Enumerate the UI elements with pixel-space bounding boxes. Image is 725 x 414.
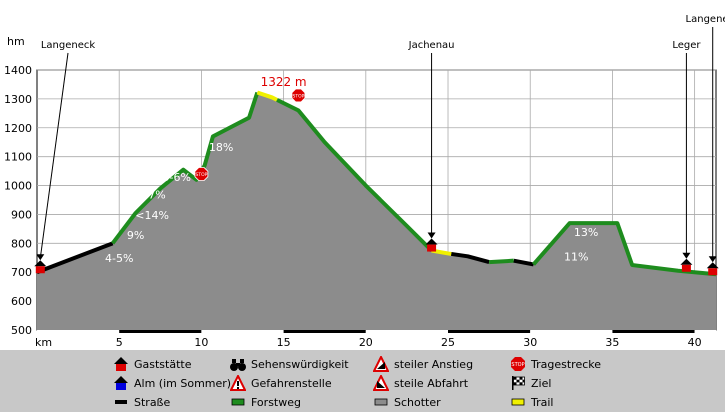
y-tick-label: 1300	[4, 93, 32, 106]
gradient-label: 18%	[209, 141, 233, 154]
stop-sign-shape	[194, 167, 209, 181]
legend-item-trail: Trail	[510, 394, 553, 410]
km-scale-bar	[283, 330, 366, 333]
y-tick-label: 1100	[4, 151, 32, 164]
house-blue-icon	[113, 375, 129, 391]
forstweg-swatch	[230, 394, 246, 410]
waypoint-label: Leger	[672, 40, 701, 51]
y-tick-label: 900	[11, 208, 32, 221]
binoculars-icon	[230, 356, 246, 372]
stop-sign-text: STOP	[195, 172, 207, 178]
x-tick-label: 20	[359, 336, 373, 349]
house-red-icon	[113, 356, 129, 372]
house-red-icon	[35, 266, 45, 274]
legend-item-steile-abfahrt: steile Abfahrt	[372, 373, 468, 391]
legend-item-ziel: Ziel	[510, 375, 551, 391]
km-scale-bar	[201, 330, 284, 333]
stop-sign-text: STOP	[292, 93, 304, 99]
track-segment-forstweg	[489, 258, 514, 265]
track-segment-forstweg	[111, 91, 260, 245]
y-tick-label: 1200	[4, 122, 32, 135]
track-segment-trail	[256, 90, 278, 102]
y-tick-label: 500	[11, 324, 32, 337]
danger-icon	[229, 373, 247, 391]
legend-item-schotter: Schotter	[373, 394, 441, 410]
km-scale-bar	[694, 330, 716, 333]
y-tick-label: 1000	[4, 180, 32, 193]
km-scale-bar	[37, 330, 120, 333]
km-scale-bar	[448, 330, 531, 333]
km-scale-bar	[530, 330, 613, 333]
legend-item-tragestrecke: STOP Tragestrecke	[510, 356, 602, 372]
house-red-icon	[708, 268, 718, 276]
house-roof-icon	[425, 238, 438, 245]
track-segment-strasse	[36, 241, 114, 275]
waypoint-arrow	[39, 52, 69, 259]
arrow-head-icon	[708, 256, 717, 263]
y-tick-label: 1400	[4, 64, 32, 77]
steep-descent-icon	[372, 373, 390, 391]
elevation-chart: 500 600 700 800 900 1000 1100 1200 1300 1400 5 10 15…	[4, 14, 725, 349]
gradient-label: 9%	[127, 229, 144, 242]
x-tick-label: 30	[523, 336, 537, 349]
peak-label: 1322 m	[261, 75, 307, 89]
y-tick-label: 800	[11, 237, 32, 250]
svg-text:STOP: STOP	[511, 362, 524, 368]
arrow-head-icon	[427, 232, 436, 239]
gradient-label: 11%	[564, 251, 588, 264]
x-tick-label: 10	[194, 336, 208, 349]
legend-item-gefahrenstelle: Gefahrenstelle	[229, 373, 332, 391]
legend-item-sehenswuerdigkeit: Sehenswürdigkeit	[230, 356, 349, 372]
steep-climb-icon	[372, 354, 390, 372]
track-segment-strasse	[513, 258, 534, 267]
track-segment-forstweg	[276, 98, 433, 252]
waypoint-label: Jachenau	[408, 40, 455, 51]
legend-item-alm: Alm (im Sommer)	[113, 375, 231, 391]
arrow-head-icon	[36, 254, 45, 261]
legend-item-strasse: Straße	[113, 394, 170, 410]
house-roof-icon	[706, 262, 719, 269]
stop-sign-icon: STOP	[291, 88, 306, 103]
legend-item-steiler-anstieg: steiler Anstieg	[372, 354, 473, 372]
trail-swatch	[510, 394, 526, 410]
gradient-label: <14%	[135, 209, 169, 222]
legend: Gaststätte Sehenswürdigkeit steiler Anst…	[0, 350, 725, 412]
legend-item-gaststaette: Gaststätte	[113, 356, 192, 372]
track-segment-strasse	[451, 251, 490, 265]
x-axis-label: km	[35, 336, 52, 349]
x-tick-label: 40	[688, 336, 702, 349]
house-red-icon	[681, 264, 691, 272]
house-roof-icon	[34, 260, 47, 267]
stop-sign-icon: STOP	[510, 356, 526, 372]
km-scale-bar	[119, 330, 202, 333]
stop-sign-icon: STOP	[194, 167, 209, 181]
x-tick-label: 35	[605, 336, 619, 349]
terrain-area	[37, 92, 716, 331]
house-roof-icon	[680, 258, 693, 265]
gradient-label: 5-6%	[163, 171, 191, 184]
x-tick-label: 25	[441, 336, 455, 349]
gradient-label: 4-5%	[105, 252, 133, 265]
stop-sign-shape	[291, 88, 306, 103]
track-segment-trail	[431, 248, 452, 256]
x-tick-label: 15	[277, 336, 291, 349]
schotter-swatch	[373, 394, 389, 410]
waypoint-label: Langeneck	[686, 14, 725, 25]
x-tick-label: 5	[116, 336, 123, 349]
waypoint-label: Langeneck	[41, 40, 96, 51]
y-tick-label: 600	[11, 295, 32, 308]
legend-item-forstweg: Forstweg	[230, 394, 301, 410]
km-scale-bar	[612, 330, 695, 333]
checkered-flag-icon	[510, 375, 526, 391]
km-scale-bar	[365, 330, 449, 333]
gradient-label: 13%	[574, 226, 598, 239]
arrow-head-icon	[682, 252, 691, 259]
y-tick-label: 700	[11, 266, 32, 279]
y-axis-label: hm	[7, 35, 25, 48]
gradient-label: 7%	[148, 189, 165, 202]
strasse-swatch	[113, 394, 129, 410]
house-red-icon	[427, 244, 437, 252]
